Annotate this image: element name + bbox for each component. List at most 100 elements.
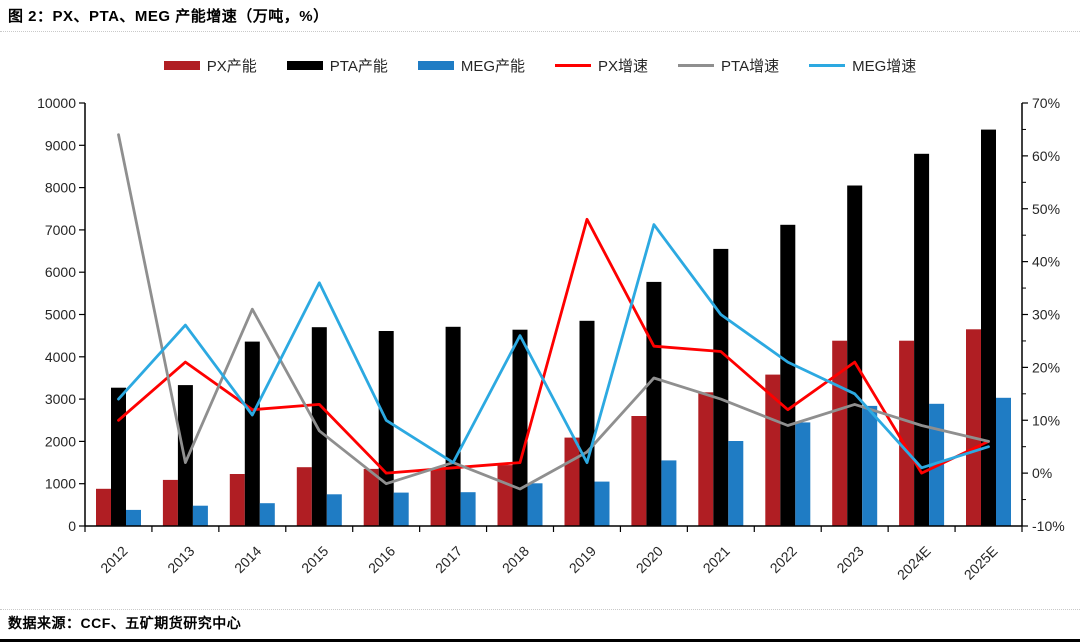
x-category-label: 2014 [231, 543, 264, 576]
lines-group [117, 133, 990, 491]
x-category-label: 2013 [164, 543, 197, 576]
bar [631, 416, 647, 526]
chart-title: 图 2：PX、PTA、MEG 产能增速（万吨，%） [8, 8, 329, 25]
legend-bar-swatch-icon [286, 60, 323, 70]
bar [96, 488, 111, 526]
bar [460, 492, 476, 526]
title-separator [0, 31, 1080, 32]
bar [393, 492, 409, 526]
bar [445, 326, 461, 526]
left-tick-label: 3000 [45, 391, 76, 407]
left-tick-label: 5000 [45, 307, 76, 323]
right-tick-label: 70% [1032, 95, 1060, 111]
bars-group [96, 129, 1011, 527]
bar [914, 153, 930, 527]
bar [378, 331, 394, 526]
legend-label: PX产能 [206, 57, 257, 75]
bar [661, 460, 677, 526]
left-tick-label: 1000 [45, 476, 76, 492]
axes [84, 103, 1023, 527]
x-category-label: 2024E [894, 543, 934, 583]
bar [899, 340, 915, 526]
chart-svg: 0 1000 2000 3000 4000 5000 6000 7000 8000 9000 100… [37, 95, 1065, 583]
x-category-label: 2018 [499, 543, 532, 576]
bar [296, 467, 312, 526]
left-tick-label: 0 [68, 518, 76, 534]
bar [162, 479, 178, 526]
bar [765, 374, 781, 526]
bar [981, 129, 996, 526]
bar [646, 281, 662, 526]
left-tick-label: 9000 [45, 137, 76, 153]
legend-item: PTA产能 [286, 55, 388, 76]
axis-ticks [79, 102, 1028, 532]
source-note: 数据来源：CCF、五矿期货研究中心 [8, 615, 242, 631]
line-series-2 [117, 223, 990, 470]
bar [966, 329, 981, 526]
bar [780, 224, 796, 527]
right-tick-label: 50% [1032, 201, 1060, 217]
legend-line-swatch-icon [678, 63, 715, 67]
bar [847, 185, 863, 526]
right-tick-label: 20% [1032, 359, 1060, 375]
right-tick-label: -10% [1032, 518, 1065, 534]
legend-label: PTA产能 [329, 57, 388, 75]
line-series-1 [117, 133, 990, 491]
bar [177, 385, 193, 526]
bar [862, 405, 878, 526]
legend-label: MEG产能 [460, 57, 525, 75]
x-category-label: 2021 [700, 543, 733, 576]
x-category-label: 2023 [833, 543, 866, 576]
legend-line-swatch-icon [555, 63, 591, 67]
bar [996, 397, 1011, 526]
x-category-label: 2015 [298, 543, 331, 576]
bar [326, 494, 342, 526]
x-category-label: 2020 [633, 543, 666, 576]
legend-item: PTA增速 [678, 55, 779, 76]
legend-item: MEG增速 [809, 55, 916, 76]
right-tick-label: 10% [1032, 412, 1060, 428]
legend-item: MEG产能 [417, 55, 525, 76]
bar [229, 474, 245, 526]
x-category-label: 2025E [961, 543, 1001, 583]
x-category-label: 2019 [566, 543, 599, 576]
bottom-rule [0, 639, 1080, 642]
line-series-0 [117, 217, 990, 475]
footer-separator [0, 609, 1080, 610]
bar [497, 465, 513, 526]
left-tick-label: 6000 [45, 264, 76, 280]
bar [713, 248, 729, 526]
right-tick-label: 60% [1032, 148, 1060, 164]
bar [594, 481, 610, 526]
legend-item: PX增速 [555, 55, 648, 76]
right-tick-label: 30% [1032, 307, 1060, 323]
left-tick-label: 2000 [45, 433, 76, 449]
legend-label: MEG增速 [852, 57, 917, 75]
bar [311, 327, 327, 526]
bar [430, 468, 446, 526]
legend-line-swatch-icon [809, 63, 846, 67]
bar [512, 329, 528, 526]
bar [579, 320, 595, 526]
bar [728, 441, 744, 526]
left-tick-label: 8000 [45, 180, 76, 196]
right-tick-label: 0% [1032, 465, 1052, 481]
legend-bar-swatch-icon [417, 60, 454, 70]
legend-bar-swatch-icon [163, 60, 200, 70]
bar [564, 437, 580, 526]
bar [126, 509, 141, 526]
bar [363, 468, 379, 526]
x-category-label: 2012 [97, 543, 130, 576]
bar [795, 422, 811, 526]
bar [111, 387, 126, 526]
bar [192, 505, 208, 526]
x-category-label: 2022 [767, 543, 800, 576]
bar [259, 503, 275, 526]
bar-series-2 [126, 397, 1011, 526]
bar [244, 341, 260, 526]
legend-label: PX增速 [598, 57, 649, 75]
left-tick-label: 7000 [45, 222, 76, 238]
x-category-label: 2016 [365, 543, 398, 576]
legend-item: PX产能 [163, 55, 257, 76]
legend-label: PTA增速 [721, 57, 780, 75]
